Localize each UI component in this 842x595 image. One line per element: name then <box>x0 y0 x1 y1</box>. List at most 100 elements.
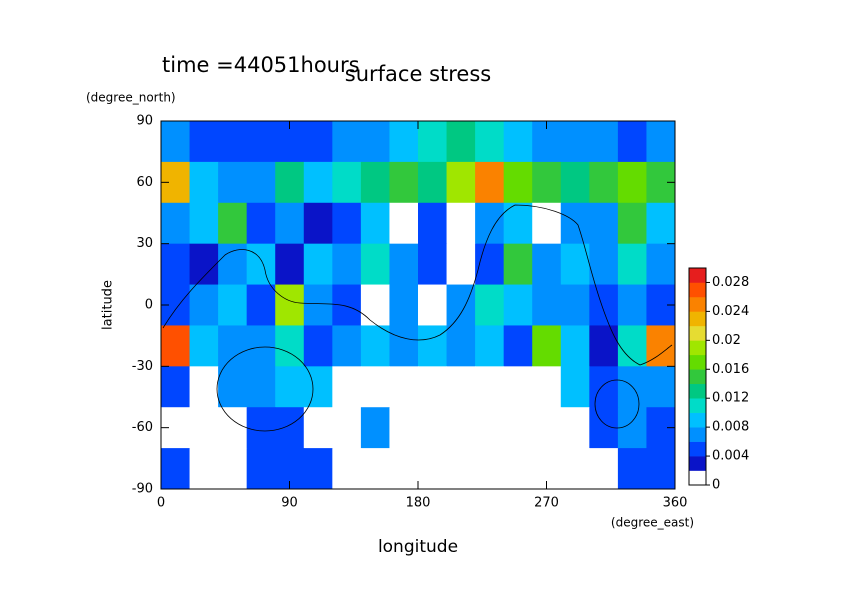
cell <box>303 121 333 163</box>
cell <box>646 448 676 490</box>
cell <box>275 284 305 326</box>
colorbar-tick-label: 0 <box>712 478 720 493</box>
cell <box>617 243 647 286</box>
cell <box>246 243 276 286</box>
cell <box>475 407 505 449</box>
cell <box>560 448 590 490</box>
x-unit: (degree_east) <box>611 516 694 530</box>
cell <box>332 161 362 204</box>
cell <box>360 448 390 490</box>
cell <box>418 202 448 245</box>
coastline <box>162 204 673 432</box>
cell <box>589 366 619 408</box>
cell <box>189 325 219 367</box>
colorbar-tick-label: 0.016 <box>712 362 749 377</box>
cell <box>446 161 476 204</box>
cell <box>246 366 276 408</box>
cell <box>246 121 276 163</box>
cell <box>503 243 533 286</box>
colorbar: 0 0.004 0.008 0.012 0.016 0.02 0.024 0.028 <box>688 267 749 493</box>
cell <box>446 448 476 490</box>
cell <box>503 448 533 490</box>
cell <box>532 202 562 245</box>
cell <box>389 202 419 245</box>
cell <box>360 284 390 326</box>
cell <box>389 121 419 163</box>
colorbar-swatch <box>689 325 706 341</box>
cell <box>275 366 305 408</box>
cell <box>389 366 419 408</box>
cell <box>246 202 276 245</box>
cell <box>475 202 505 245</box>
x-tick-label: 90 <box>281 496 298 511</box>
cell <box>332 202 362 245</box>
cell <box>532 366 562 408</box>
cell <box>303 243 333 286</box>
colorbar-swatch <box>689 470 706 486</box>
colorbar-tick-label: 0.004 <box>712 449 749 464</box>
cell <box>475 284 505 326</box>
chart-subtitle: time =44051hours <box>162 53 360 77</box>
cell <box>503 121 533 163</box>
colorbar-swatch <box>689 354 706 370</box>
cell <box>332 325 362 367</box>
cell <box>218 407 248 449</box>
cell <box>589 202 619 245</box>
cell <box>418 407 448 449</box>
cell <box>446 325 476 367</box>
cell <box>589 448 619 490</box>
colorbar-swatch <box>689 427 706 442</box>
cell <box>360 407 390 449</box>
cell <box>303 202 333 245</box>
cell <box>446 366 476 408</box>
cell <box>161 325 191 367</box>
cell <box>617 121 647 163</box>
cell <box>560 243 590 286</box>
cell <box>475 448 505 490</box>
cell <box>560 366 590 408</box>
cell <box>646 121 676 163</box>
cell <box>246 448 276 490</box>
cell <box>503 407 533 449</box>
cell <box>332 448 362 490</box>
field <box>161 121 676 490</box>
cell <box>503 284 533 326</box>
colorbar-swatch <box>689 340 706 356</box>
cell <box>503 161 533 204</box>
cell <box>389 448 419 490</box>
cell <box>589 161 619 204</box>
y-tick-label: 30 <box>136 236 153 251</box>
cell <box>303 284 333 326</box>
cell <box>389 161 419 204</box>
cell <box>646 202 676 245</box>
cell <box>560 325 590 367</box>
cell <box>560 202 590 245</box>
colorbar-swatch <box>689 383 706 399</box>
cell <box>503 366 533 408</box>
cell <box>303 448 333 490</box>
colorbar-frame <box>688 267 707 486</box>
x-tick-label: 360 <box>663 496 688 511</box>
cell <box>418 121 448 163</box>
cell <box>189 243 219 286</box>
y-unit: (degree_north) <box>86 91 176 105</box>
x-axis-label: longitude <box>378 537 458 557</box>
cell <box>646 243 676 286</box>
y-tick-label: 60 <box>136 175 153 190</box>
y-tick-label: 0 <box>145 298 153 313</box>
cell <box>532 284 562 326</box>
cell <box>589 325 619 367</box>
cell <box>418 448 448 490</box>
x-tick-label: 270 <box>534 496 559 511</box>
cell <box>161 448 191 490</box>
cell <box>560 407 590 449</box>
cell <box>475 366 505 408</box>
cell <box>161 121 191 163</box>
cell <box>503 202 533 245</box>
colorbar-swatch <box>689 412 706 428</box>
colorbar-swatch <box>689 369 706 385</box>
colorbar-tick-label: 0.012 <box>712 391 749 406</box>
cell <box>646 366 676 408</box>
colorbar-swatch <box>689 296 706 312</box>
